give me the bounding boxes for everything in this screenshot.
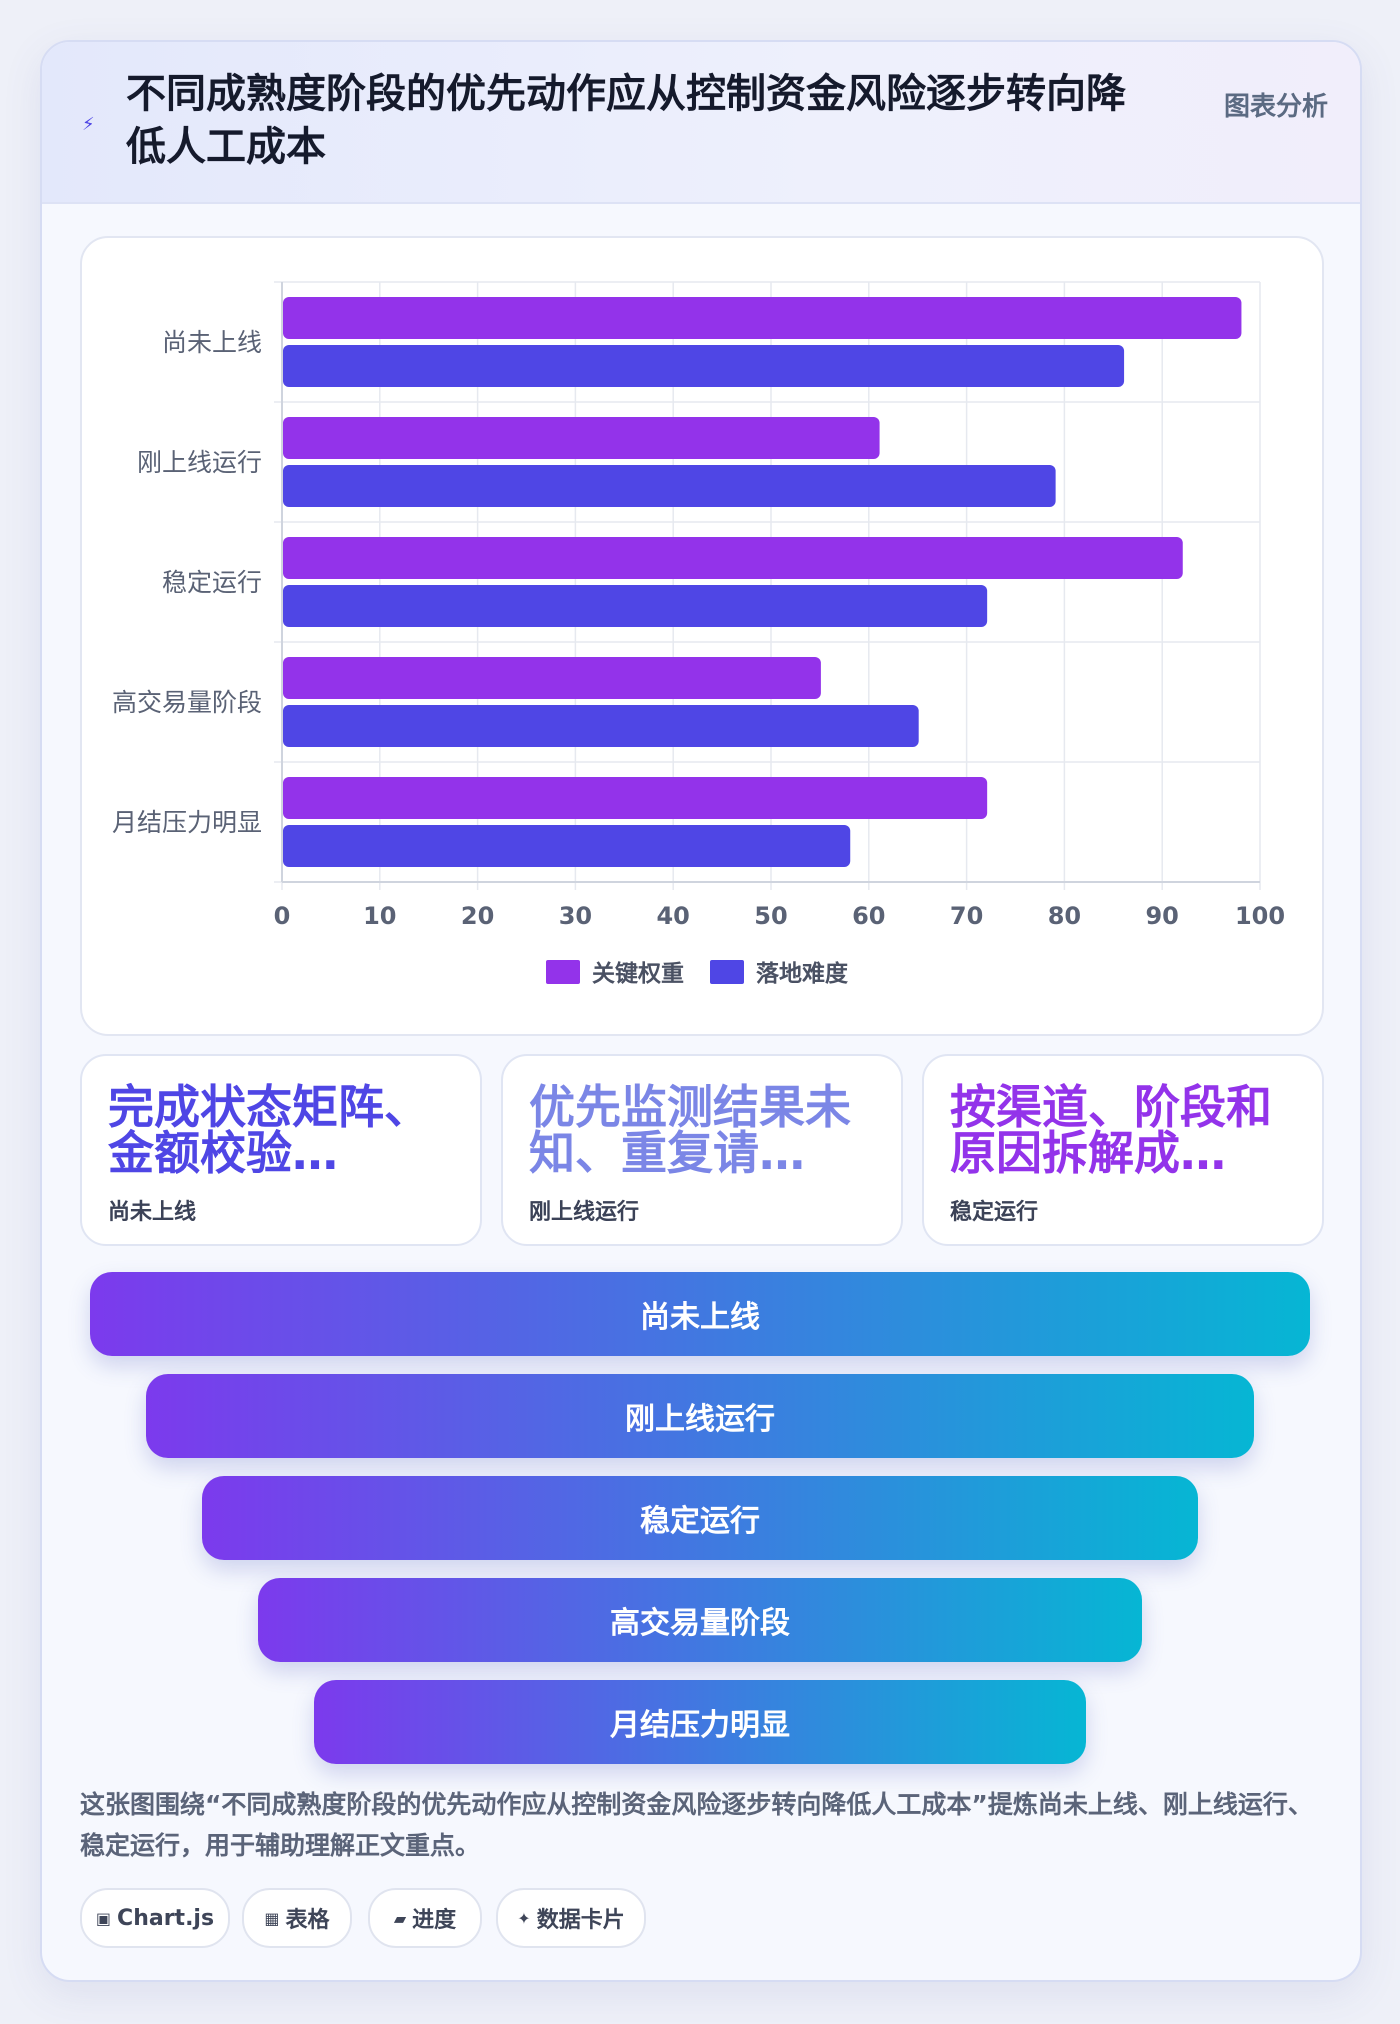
stat-label: 尚未上线 <box>108 1200 197 1225</box>
bolt-icon: ⚡ <box>82 114 95 135</box>
x-tick-label: 100 <box>1235 902 1285 930</box>
y-tick-label: 稳定运行 <box>162 568 262 597</box>
chart-description: 这张图围绕“不同成熟度阶段的优先动作应从控制资金风险逐步转向降低人工成本”提炼尚… <box>80 1790 1313 1860</box>
funnel-step-2: 刚上线运行 <box>146 1374 1254 1458</box>
x-tick-label: 0 <box>274 902 291 930</box>
chip-label: 表格 <box>285 1908 330 1933</box>
chip-chartjs[interactable]: ▣ Chart.js <box>80 1888 230 1948</box>
stat-label: 稳定运行 <box>950 1200 1039 1225</box>
chip-data-card[interactable]: ✦ 数据卡片 <box>496 1888 646 1948</box>
x-tick-label: 50 <box>754 902 787 930</box>
x-tick-label: 40 <box>656 902 689 930</box>
bar-2-3 <box>283 585 988 627</box>
x-tick-label: 60 <box>852 902 885 930</box>
chart-analysis-tag: 图表分析 <box>1224 92 1329 122</box>
legend-label-1: 关键权重 <box>592 960 684 987</box>
stat-value: 完成状态矩阵、金额校验… <box>108 1080 430 1180</box>
x-tick-label: 10 <box>363 902 396 930</box>
x-tick-label: 80 <box>1048 902 1081 930</box>
chart-panel: 尚未上线刚上线运行稳定运行高交易量阶段 月结压力明显 0 10 20 30 40 50 60 7… <box>80 236 1324 1036</box>
chip-label: 数据卡片 <box>536 1908 625 1933</box>
table-icon: ▦ <box>264 1908 280 1928</box>
sparkle-icon: ✦ <box>517 1908 531 1928</box>
legend-swatch-2 <box>710 960 744 984</box>
stat-value: 按渠道、阶段和原因拆解成… <box>950 1080 1272 1180</box>
legend-swatch-1 <box>546 960 580 984</box>
stat-card-2: 优先监测结果未知、重复请… 刚上线运行 <box>501 1054 903 1246</box>
stat-card-3: 按渠道、阶段和原因拆解成… 稳定运行 <box>922 1054 1324 1246</box>
chip-table[interactable]: ▦ 表格 <box>242 1888 352 1948</box>
x-tick-label: 20 <box>461 902 494 930</box>
bar-1-4 <box>283 657 821 699</box>
bar-1-2 <box>283 417 880 459</box>
y-tick-label: 尚未上线 <box>162 328 262 357</box>
chart-icon: ▣ <box>95 1908 112 1928</box>
funnel-step-3: 稳定运行 <box>202 1476 1198 1560</box>
bar-1-5 <box>283 777 988 819</box>
x-tick-label: 70 <box>950 902 983 930</box>
bar-2-2 <box>283 465 1056 507</box>
card-header: ⚡ 不同成熟度阶段的优先动作应从控制资金风险逐步转向降低人工成本 图表分析 <box>42 42 1360 204</box>
chip-label: 进度 <box>412 1908 457 1933</box>
funnel-step-4: 高交易量阶段 <box>258 1578 1142 1662</box>
bar-2-4 <box>283 705 919 747</box>
chip-label: Chart.js <box>117 1905 215 1931</box>
bar-1-3 <box>283 537 1183 579</box>
bar-2-1 <box>283 345 1125 387</box>
legend-label-2: 落地难度 <box>756 960 849 987</box>
y-tick-label: 月结压力明显 <box>112 808 262 837</box>
stat-label: 刚上线运行 <box>529 1200 640 1225</box>
y-tick-label: 刚上线运行 <box>137 448 262 477</box>
report-card: ⚡ 不同成熟度阶段的优先动作应从控制资金风险逐步转向降低人工成本 图表分析 尚未… <box>40 40 1362 1982</box>
funnel-step-5: 月结压力明显 <box>314 1680 1086 1764</box>
bar-2-5 <box>283 825 851 867</box>
chip-progress[interactable]: ▰ 进度 <box>368 1888 482 1948</box>
page-title: 不同成熟度阶段的优先动作应从控制资金风险逐步转向降低人工成本 <box>126 71 1126 170</box>
x-tick-label: 30 <box>559 902 592 930</box>
x-tick-label: 90 <box>1145 902 1178 930</box>
progress-icon: ▰ <box>393 1908 407 1928</box>
stat-value: 优先监测结果未知、重复请… <box>529 1080 851 1180</box>
stat-card-1: 完成状态矩阵、金额校验… 尚未上线 <box>80 1054 482 1246</box>
y-tick-label: 高交易量阶段 <box>112 688 262 717</box>
funnel-step-1: 尚未上线 <box>90 1272 1310 1356</box>
bar-1-1 <box>283 297 1242 339</box>
